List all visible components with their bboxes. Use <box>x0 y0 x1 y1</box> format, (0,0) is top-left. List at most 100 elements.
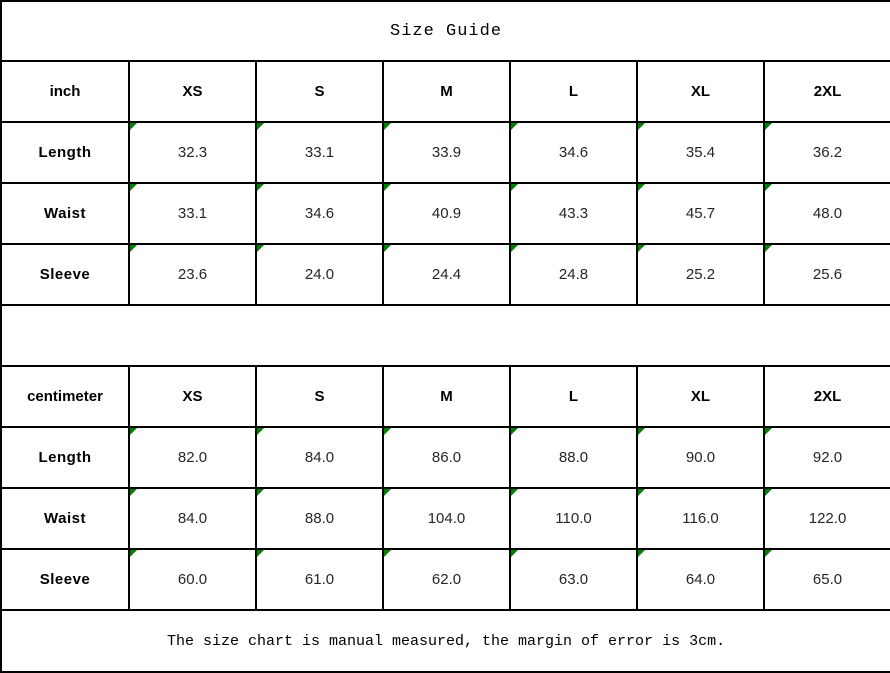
column-header-s: S <box>255 60 384 123</box>
value-cell: 25.6 <box>762 243 890 306</box>
spreadsheet-corner-triangle-icon <box>766 551 772 557</box>
value-cell: 33.1 <box>128 182 257 245</box>
row-label-waist: Waist <box>0 182 130 245</box>
spreadsheet-corner-triangle-icon <box>258 551 264 557</box>
value-cell: 25.2 <box>636 243 765 306</box>
value-cell: 34.6 <box>255 182 384 245</box>
value-cell: 104.0 <box>382 487 511 550</box>
value-cell: 90.0 <box>636 426 765 489</box>
spreadsheet-corner-triangle-icon <box>766 490 772 496</box>
value-cell: 40.9 <box>382 182 511 245</box>
unit-header-centimeter: centimeter <box>0 365 130 428</box>
spreadsheet-corner-triangle-icon <box>131 429 137 435</box>
value-cell: 48.0 <box>762 182 890 245</box>
column-header-xs: XS <box>128 60 257 123</box>
value-cell: 24.0 <box>255 243 384 306</box>
value-cell: 88.0 <box>255 487 384 550</box>
column-header-xl: XL <box>636 365 765 428</box>
column-header-m: M <box>382 365 511 428</box>
column-header-2xl: 2XL <box>762 365 890 428</box>
value-cell: 62.0 <box>382 548 511 611</box>
value-cell: 24.8 <box>509 243 638 306</box>
value-cell: 45.7 <box>636 182 765 245</box>
spreadsheet-corner-triangle-icon <box>639 551 645 557</box>
table-row-centimeter-sleeve: Sleeve 60.0 61.0 62.0 63.0 64.0 65.0 <box>0 548 890 611</box>
value-cell: 24.4 <box>382 243 511 306</box>
spreadsheet-corner-triangle-icon <box>131 185 137 191</box>
spreadsheet-corner-triangle-icon <box>639 185 645 191</box>
row-label-sleeve: Sleeve <box>0 548 130 611</box>
column-header-m: M <box>382 60 511 123</box>
row-label-length: Length <box>0 426 130 489</box>
value-cell: 86.0 <box>382 426 511 489</box>
spreadsheet-corner-triangle-icon <box>639 490 645 496</box>
value-cell: 116.0 <box>636 487 765 550</box>
value-cell: 92.0 <box>762 426 890 489</box>
spreadsheet-corner-triangle-icon <box>639 124 645 130</box>
value-cell: 61.0 <box>255 548 384 611</box>
value-cell: 84.0 <box>255 426 384 489</box>
value-cell: 32.3 <box>128 121 257 184</box>
column-header-2xl: 2XL <box>762 60 890 123</box>
value-cell: 84.0 <box>128 487 257 550</box>
spreadsheet-corner-triangle-icon <box>512 185 518 191</box>
spacer-cell <box>0 304 890 367</box>
value-cell: 36.2 <box>762 121 890 184</box>
spreadsheet-corner-triangle-icon <box>512 429 518 435</box>
table-row-inch-length: Length 32.3 33.1 33.9 34.6 35.4 36.2 <box>0 121 890 184</box>
unit-header-row-centimeter: centimeter XS S M L XL 2XL <box>0 365 890 428</box>
spreadsheet-corner-triangle-icon <box>766 429 772 435</box>
column-header-l: L <box>509 365 638 428</box>
size-guide-title: Size Guide <box>0 0 890 62</box>
value-cell: 110.0 <box>509 487 638 550</box>
column-header-xs: XS <box>128 365 257 428</box>
table-row-centimeter-waist: Waist 84.0 88.0 104.0 110.0 116.0 122.0 <box>0 487 890 550</box>
unit-header-inch: inch <box>0 60 130 123</box>
value-cell: 34.6 <box>509 121 638 184</box>
value-cell: 88.0 <box>509 426 638 489</box>
spreadsheet-corner-triangle-icon <box>512 124 518 130</box>
spreadsheet-corner-triangle-icon <box>385 185 391 191</box>
table-row-inch-sleeve: Sleeve 23.6 24.0 24.4 24.8 25.2 25.6 <box>0 243 890 306</box>
spreadsheet-corner-triangle-icon <box>639 246 645 252</box>
row-label-waist: Waist <box>0 487 130 550</box>
spreadsheet-corner-triangle-icon <box>258 490 264 496</box>
value-cell: 33.9 <box>382 121 511 184</box>
spreadsheet-corner-triangle-icon <box>131 490 137 496</box>
value-cell: 35.4 <box>636 121 765 184</box>
value-cell: 65.0 <box>762 548 890 611</box>
value-cell: 82.0 <box>128 426 257 489</box>
spreadsheet-corner-triangle-icon <box>639 429 645 435</box>
spreadsheet-corner-triangle-icon <box>512 490 518 496</box>
table-row-centimeter-length: Length 82.0 84.0 86.0 88.0 90.0 92.0 <box>0 426 890 489</box>
spreadsheet-corner-triangle-icon <box>258 246 264 252</box>
row-label-sleeve: Sleeve <box>0 243 130 306</box>
spreadsheet-corner-triangle-icon <box>385 551 391 557</box>
spreadsheet-corner-triangle-icon <box>766 185 772 191</box>
value-cell: 122.0 <box>762 487 890 550</box>
column-header-l: L <box>509 60 638 123</box>
spreadsheet-corner-triangle-icon <box>258 429 264 435</box>
spreadsheet-corner-triangle-icon <box>512 246 518 252</box>
spreadsheet-corner-triangle-icon <box>766 124 772 130</box>
spreadsheet-corner-triangle-icon <box>385 246 391 252</box>
value-cell: 64.0 <box>636 548 765 611</box>
value-cell: 23.6 <box>128 243 257 306</box>
value-cell: 60.0 <box>128 548 257 611</box>
footer-note: The size chart is manual measured, the m… <box>0 609 890 673</box>
spreadsheet-corner-triangle-icon <box>512 551 518 557</box>
unit-header-row-inch: inch XS S M L XL 2XL <box>0 60 890 123</box>
value-cell: 43.3 <box>509 182 638 245</box>
column-header-s: S <box>255 365 384 428</box>
column-header-xl: XL <box>636 60 765 123</box>
spacer-row <box>0 304 890 367</box>
spreadsheet-corner-triangle-icon <box>385 490 391 496</box>
footer-row: The size chart is manual measured, the m… <box>0 609 890 673</box>
spreadsheet-corner-triangle-icon <box>131 246 137 252</box>
row-label-length: Length <box>0 121 130 184</box>
value-cell: 33.1 <box>255 121 384 184</box>
title-row: Size Guide <box>0 0 890 62</box>
spreadsheet-corner-triangle-icon <box>131 124 137 130</box>
spreadsheet-corner-triangle-icon <box>258 185 264 191</box>
